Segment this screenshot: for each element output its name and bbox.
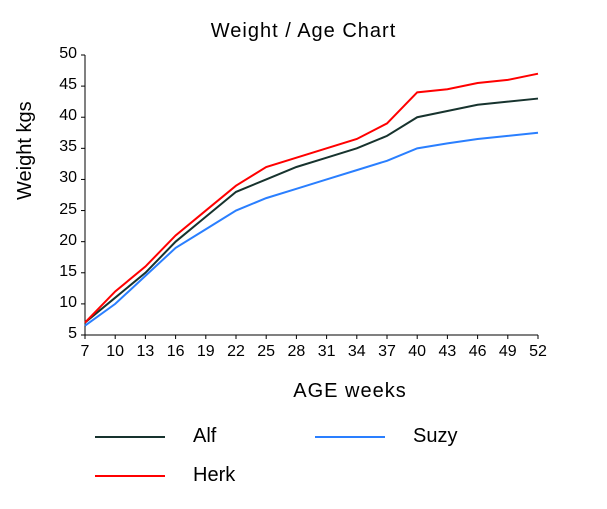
chart-stage: Weight / Age Chart Weight kgs 5 10 15 20 25 3… <box>0 0 607 509</box>
y-tick-label: 45 <box>47 76 77 94</box>
x-tick-label: 46 <box>466 343 490 361</box>
legend-label: Alf <box>193 425 216 448</box>
x-tick-label: 22 <box>224 343 248 361</box>
y-tick-label: 40 <box>47 107 77 125</box>
x-tick-label: 10 <box>103 343 127 361</box>
x-tick-label: 52 <box>526 343 550 361</box>
y-tick-label: 5 <box>47 325 77 343</box>
chart-title: Weight / Age Chart <box>0 20 607 43</box>
x-tick-label: 19 <box>194 343 218 361</box>
legend-item-alf: Alf <box>95 425 315 448</box>
x-tick-label: 25 <box>254 343 278 361</box>
legend-swatch <box>95 475 165 477</box>
legend-label: Suzy <box>413 425 457 448</box>
y-tick-label: 35 <box>47 138 77 156</box>
y-axis-label: Weight kgs <box>14 101 37 200</box>
x-tick-label: 31 <box>315 343 339 361</box>
y-tick-label: 15 <box>47 263 77 281</box>
y-tick-label: 30 <box>47 169 77 187</box>
legend: Alf Suzy Herk <box>95 425 607 487</box>
x-tick-label: 7 <box>73 343 97 361</box>
x-tick-label: 34 <box>345 343 369 361</box>
legend-swatch <box>95 436 165 438</box>
legend-item-suzy: Suzy <box>315 425 535 448</box>
legend-swatch <box>315 436 385 438</box>
x-tick-label: 16 <box>164 343 188 361</box>
y-tick-label: 20 <box>47 232 77 250</box>
x-tick-label: 40 <box>405 343 429 361</box>
x-tick-label: 49 <box>496 343 520 361</box>
x-tick-label: 43 <box>435 343 459 361</box>
y-tick-label: 10 <box>47 294 77 312</box>
x-tick-label: 37 <box>375 343 399 361</box>
x-tick-label: 13 <box>133 343 157 361</box>
x-tick-label: 28 <box>284 343 308 361</box>
x-axis-label: AGE weeks <box>150 380 550 403</box>
y-tick-label: 25 <box>47 201 77 219</box>
legend-label: Herk <box>193 464 235 487</box>
series-line-alf <box>85 99 538 323</box>
legend-item-herk: Herk <box>95 464 315 487</box>
series-line-herk <box>85 74 538 323</box>
plot-area <box>80 50 543 340</box>
y-tick-label: 50 <box>47 45 77 63</box>
